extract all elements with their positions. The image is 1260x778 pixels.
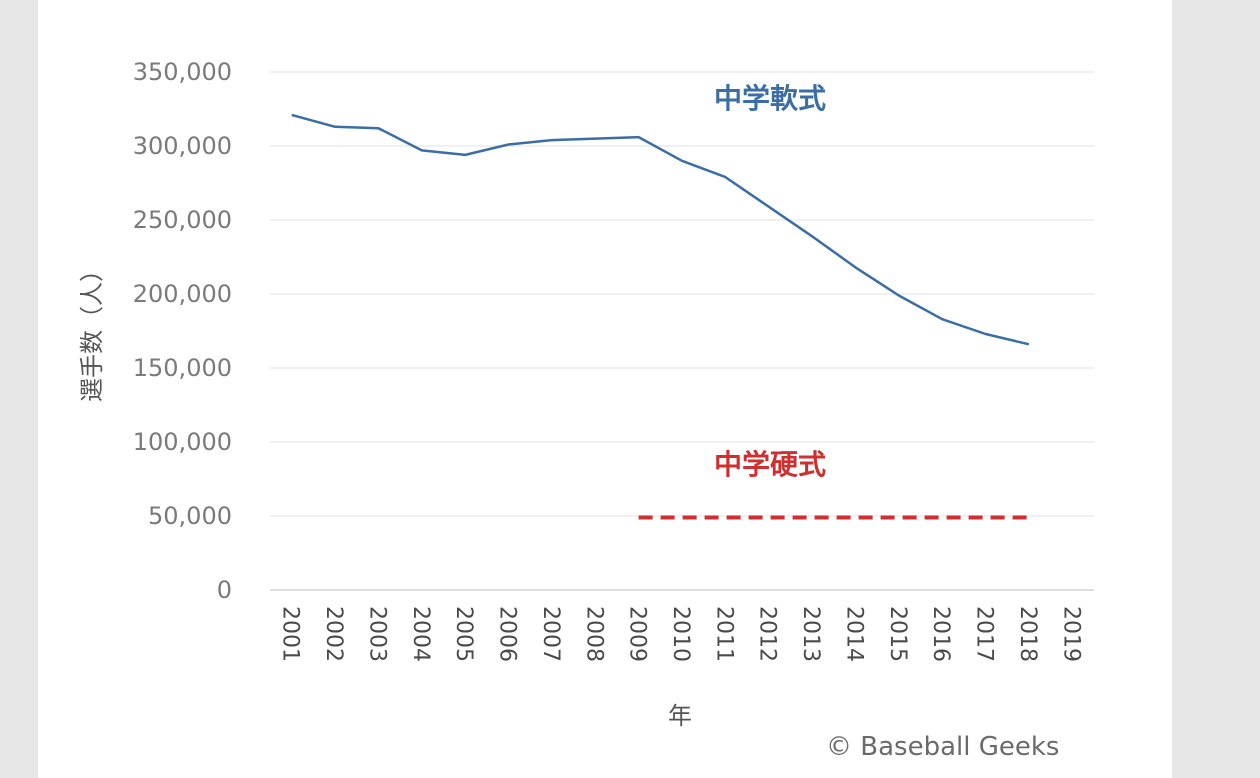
y-tick-label: 300,000 <box>133 132 232 160</box>
x-tick-label: 2018 <box>1015 606 1040 662</box>
y-tick-label: 50,000 <box>148 502 232 530</box>
x-tick-label: 2011 <box>711 606 736 662</box>
x-tick-label: 2008 <box>581 606 606 662</box>
copyright-credit: © Baseball Geeks <box>826 732 1060 762</box>
x-tick-label: 2017 <box>972 606 997 662</box>
line-chart: 0 50,000 100,000 150,000 200,000 250,000 300,0… <box>78 58 1094 730</box>
y-axis-title: 選手数（人） <box>78 258 106 402</box>
x-tick-label: 2012 <box>755 606 780 662</box>
x-tick-label: 2004 <box>408 606 433 662</box>
y-tick-label: 150,000 <box>133 354 232 382</box>
x-tick-label: 2016 <box>928 606 953 662</box>
series-label: 中学軟式 <box>714 82 826 115</box>
y-tick-label: 0 <box>217 576 232 604</box>
x-tick-label: 2010 <box>668 606 693 662</box>
x-tick-label: 2007 <box>538 606 563 662</box>
x-tick-label: 2015 <box>885 606 910 662</box>
chart-card: 0 50,000 100,000 150,000 200,000 250,000 300,0… <box>38 0 1172 778</box>
series-line-0 <box>291 113 1030 346</box>
x-tick-label: 2009 <box>625 606 650 662</box>
x-tick-label: 2013 <box>798 606 823 662</box>
x-tick-label: 2002 <box>321 606 346 662</box>
y-tick-label: 350,000 <box>133 58 232 86</box>
y-tick-label: 250,000 <box>133 206 232 234</box>
x-axis-title: 年 <box>668 702 692 730</box>
x-tick-label: 2006 <box>495 606 520 662</box>
x-tick-label: 2014 <box>841 606 866 662</box>
x-tick-label: 2001 <box>278 606 303 662</box>
y-tick-label: 200,000 <box>133 280 232 308</box>
series-label: 中学硬式 <box>714 448 826 481</box>
x-tick-label: 2005 <box>451 606 476 662</box>
x-tick-label: 2003 <box>364 606 389 662</box>
y-tick-label: 100,000 <box>133 428 232 456</box>
x-tick-label: 2019 <box>1058 606 1083 662</box>
